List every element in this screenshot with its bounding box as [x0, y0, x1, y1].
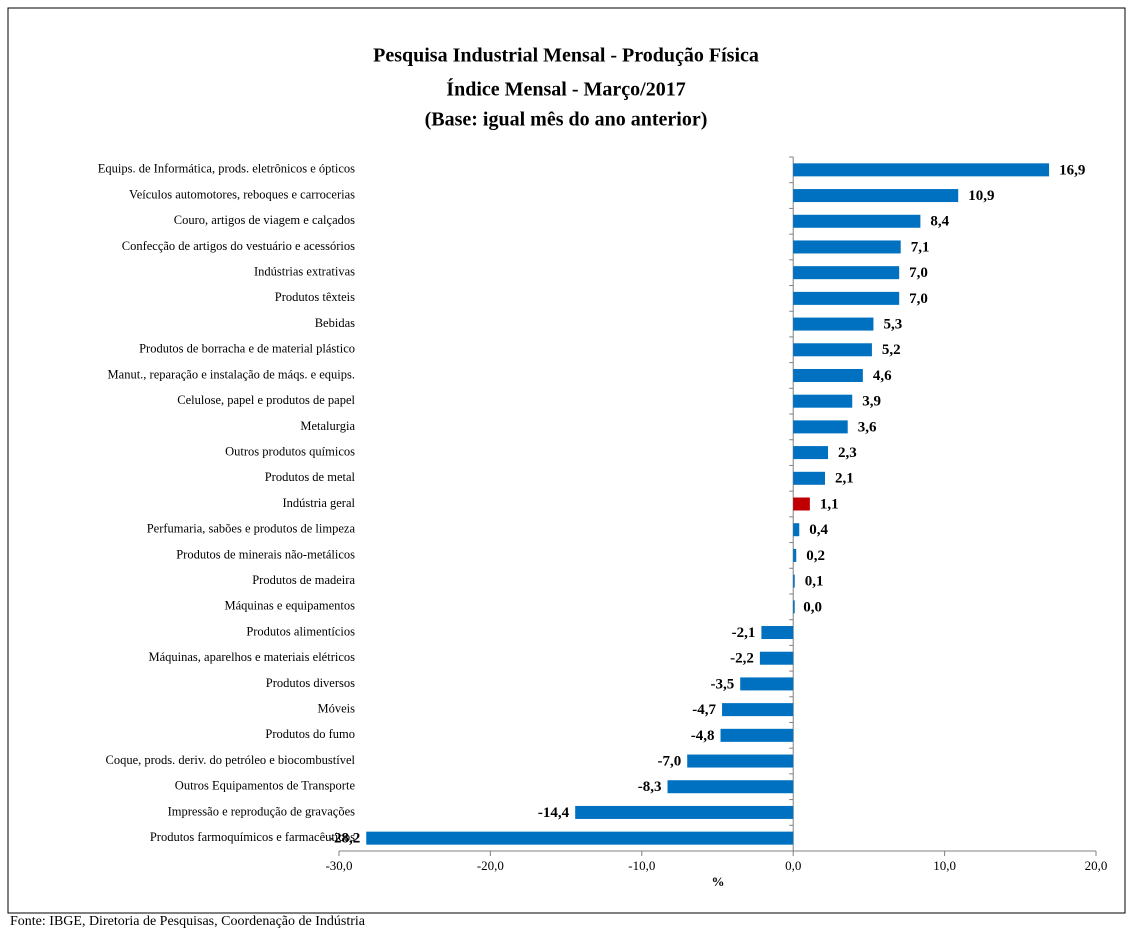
- y-tick-label: Produtos de borracha e de material plást…: [139, 342, 355, 356]
- x-tick-label: -30,0: [325, 858, 352, 873]
- value-label: 8,4: [930, 214, 949, 230]
- bar: [793, 343, 872, 357]
- bar: [793, 471, 825, 485]
- value-label: 2,1: [835, 471, 854, 487]
- value-label: -14,4: [538, 805, 570, 821]
- y-tick-label: Outros produtos químicos: [225, 444, 355, 458]
- value-label: 0,2: [806, 548, 825, 564]
- y-tick-label: Bebidas: [315, 316, 355, 330]
- chart-title: Índice Mensal - Março/2017: [446, 78, 685, 101]
- value-label: -3,5: [710, 676, 734, 692]
- y-tick-label: Produtos diversos: [266, 676, 355, 690]
- bar: [793, 163, 1050, 177]
- bar: [740, 677, 794, 691]
- x-tick-label: -20,0: [477, 858, 504, 873]
- value-label: 2,3: [838, 445, 857, 461]
- x-axis-label: %: [712, 874, 725, 889]
- y-tick-label: Manut., reparação e instalação de máqs. …: [108, 367, 355, 381]
- value-label: 5,3: [883, 317, 902, 333]
- bar: [793, 266, 900, 280]
- value-label: 4,6: [873, 368, 892, 384]
- y-tick-label: Perfumaria, sabões e produtos de limpeza: [147, 522, 356, 536]
- bar: [793, 574, 795, 588]
- bar: [720, 728, 794, 742]
- bar: [793, 420, 848, 434]
- y-tick-label: Coque, prods. deriv. do petróleo e bioco…: [106, 753, 356, 767]
- bar: [793, 600, 795, 614]
- bar: [667, 780, 794, 794]
- x-tick-label: 20,0: [1085, 858, 1108, 873]
- x-tick-label: 0,0: [785, 858, 801, 873]
- bar: [793, 214, 921, 228]
- bar: [575, 805, 794, 819]
- y-tick-label: Móveis: [318, 702, 356, 716]
- chart-title: (Base: igual mês do ano anterior): [425, 109, 708, 131]
- bar: [366, 831, 794, 845]
- y-tick-label: Máquinas e equipamentos: [224, 599, 355, 613]
- x-tick-label: 10,0: [933, 858, 956, 873]
- value-label: 0,1: [805, 574, 824, 590]
- frame: [7, 7, 1126, 914]
- value-label: 0,4: [809, 522, 828, 538]
- bar: [761, 626, 794, 640]
- y-tick-label: Couro, artigos de viagem e calçados: [174, 213, 355, 227]
- bar: [759, 651, 794, 665]
- bar: [793, 446, 829, 460]
- x-tick-label: -10,0: [628, 858, 655, 873]
- bar: [793, 497, 810, 511]
- value-label: -2,2: [730, 651, 754, 667]
- value-label: 0,0: [803, 599, 822, 615]
- bar: [793, 394, 853, 408]
- value-label: -28,2: [329, 831, 360, 847]
- bar: [793, 368, 863, 382]
- value-label: 7,0: [909, 291, 928, 307]
- bar: [687, 754, 794, 768]
- y-tick-label: Produtos do fumo: [265, 727, 355, 741]
- source-note: Fonte: IBGE, Diretoria de Pesquisas, Coo…: [10, 914, 366, 929]
- value-label: 16,9: [1059, 162, 1085, 178]
- bar: [793, 548, 797, 562]
- y-tick-label: Confecção de artigos do vestuário e aces…: [122, 239, 355, 253]
- value-label: 3,9: [862, 394, 881, 410]
- y-tick-label: Outros Equipamentos de Transporte: [175, 779, 356, 793]
- y-tick-label: Produtos de madeira: [252, 573, 355, 587]
- value-label: 7,0: [909, 265, 928, 281]
- value-label: -7,0: [657, 753, 681, 769]
- y-tick-label: Metalurgia: [300, 419, 355, 433]
- y-tick-label: Máquinas, aparelhos e materiais elétrico…: [148, 650, 355, 664]
- value-label: 10,9: [968, 188, 994, 204]
- value-label: -4,7: [692, 702, 716, 718]
- value-label: 5,2: [882, 342, 901, 358]
- y-tick-label: Celulose, papel e produtos de papel: [177, 393, 355, 407]
- y-tick-label: Produtos alimentícios: [246, 624, 355, 638]
- chart-title: Pesquisa Industrial Mensal - Produção Fí…: [373, 45, 759, 67]
- y-tick-label: Produtos farmoquímicos e farmacêuticos: [150, 830, 355, 844]
- y-tick-label: Produtos têxteis: [275, 290, 355, 304]
- bar: [793, 189, 959, 203]
- value-label: 3,6: [858, 419, 877, 435]
- y-tick-label: Produtos de metal: [265, 470, 356, 484]
- value-label: 7,1: [911, 239, 930, 255]
- value-label: -2,1: [732, 625, 756, 641]
- y-tick-label: Veículos automotores, reboques e carroce…: [129, 187, 355, 201]
- bar: [793, 291, 900, 305]
- bar: [722, 703, 794, 717]
- bar: [793, 523, 800, 537]
- y-tick-label: Indústria geral: [282, 496, 355, 510]
- bar: [793, 317, 874, 331]
- y-tick-label: Indústrias extrativas: [254, 265, 355, 279]
- y-tick-label: Produtos de minerais não-metálicos: [176, 547, 355, 561]
- y-tick-label: Equips. de Informática, prods. eletrônic…: [98, 162, 355, 176]
- y-tick-label: Impressão e reprodução de gravações: [168, 804, 356, 818]
- bar: [793, 240, 901, 254]
- value-label: 1,1: [820, 496, 839, 512]
- value-label: -8,3: [638, 779, 662, 795]
- value-label: -4,8: [691, 728, 715, 744]
